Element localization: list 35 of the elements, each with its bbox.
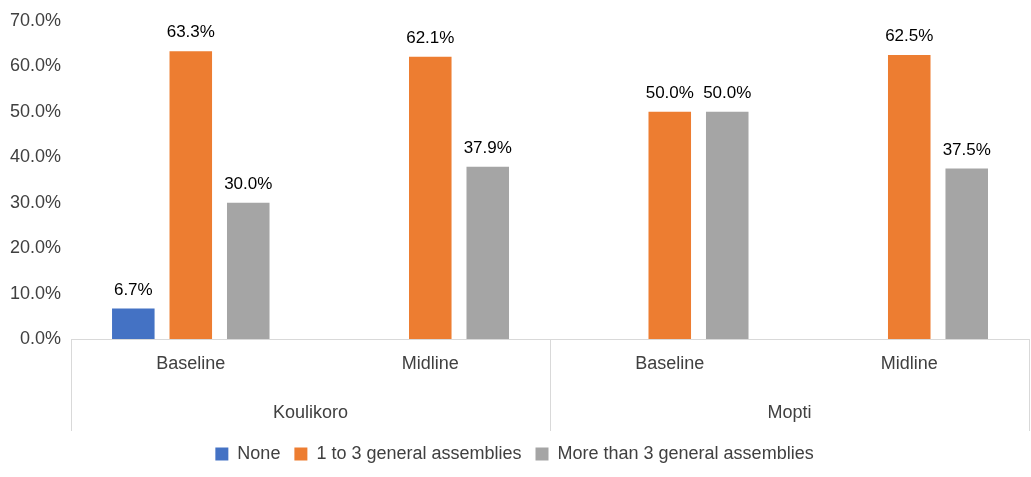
data-label: 37.5% [942,139,991,159]
x-tick-label: Midline [401,352,459,373]
bar [169,51,213,339]
data-label: 6.7% [113,279,153,299]
bar [409,56,452,339]
y-tick-label: 0.0% [20,327,62,348]
data-label: 37.9% [463,137,512,157]
text: Mopti [767,401,812,422]
data-label: 62.5% [885,26,934,46]
data-label: 30.0% [224,173,273,193]
y-tick-label: 30.0% [9,191,62,212]
data-label: 63.3% [166,22,215,42]
bar [226,202,270,339]
bar [466,166,510,339]
y-tick-label: 70.0% [9,9,62,30]
bar [648,111,692,339]
bar [887,54,931,339]
x-tick-label: Midline [880,352,938,373]
text: Koulikoro [273,401,349,422]
y-tick-label: 10.0% [9,282,62,303]
y-tick-label: 60.0% [9,55,62,76]
bar [112,308,155,339]
data-label: 50.0% [703,82,752,102]
y-tick-label: 40.0% [9,146,62,167]
legend-label: More than 3 general assemblies [557,442,814,463]
legend-label: None [237,442,281,463]
x-tick-label: Baseline [156,352,226,373]
y-tick-label: 50.0% [9,100,62,121]
legend-label: 1 to 3 general assemblies [316,442,522,463]
bar [705,111,749,339]
data-label: 62.1% [406,27,455,47]
bar [945,168,988,339]
data-label: 50.0% [645,82,694,102]
y-tick-label: 20.0% [9,237,62,258]
x-tick-label: Baseline [635,352,705,373]
